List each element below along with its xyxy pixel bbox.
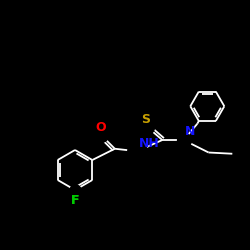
Text: N: N (185, 124, 195, 138)
Text: NH: NH (138, 137, 159, 150)
Text: O: O (96, 121, 106, 134)
Text: F: F (71, 194, 79, 207)
Text: S: S (142, 113, 150, 126)
Text: F: F (71, 194, 79, 207)
